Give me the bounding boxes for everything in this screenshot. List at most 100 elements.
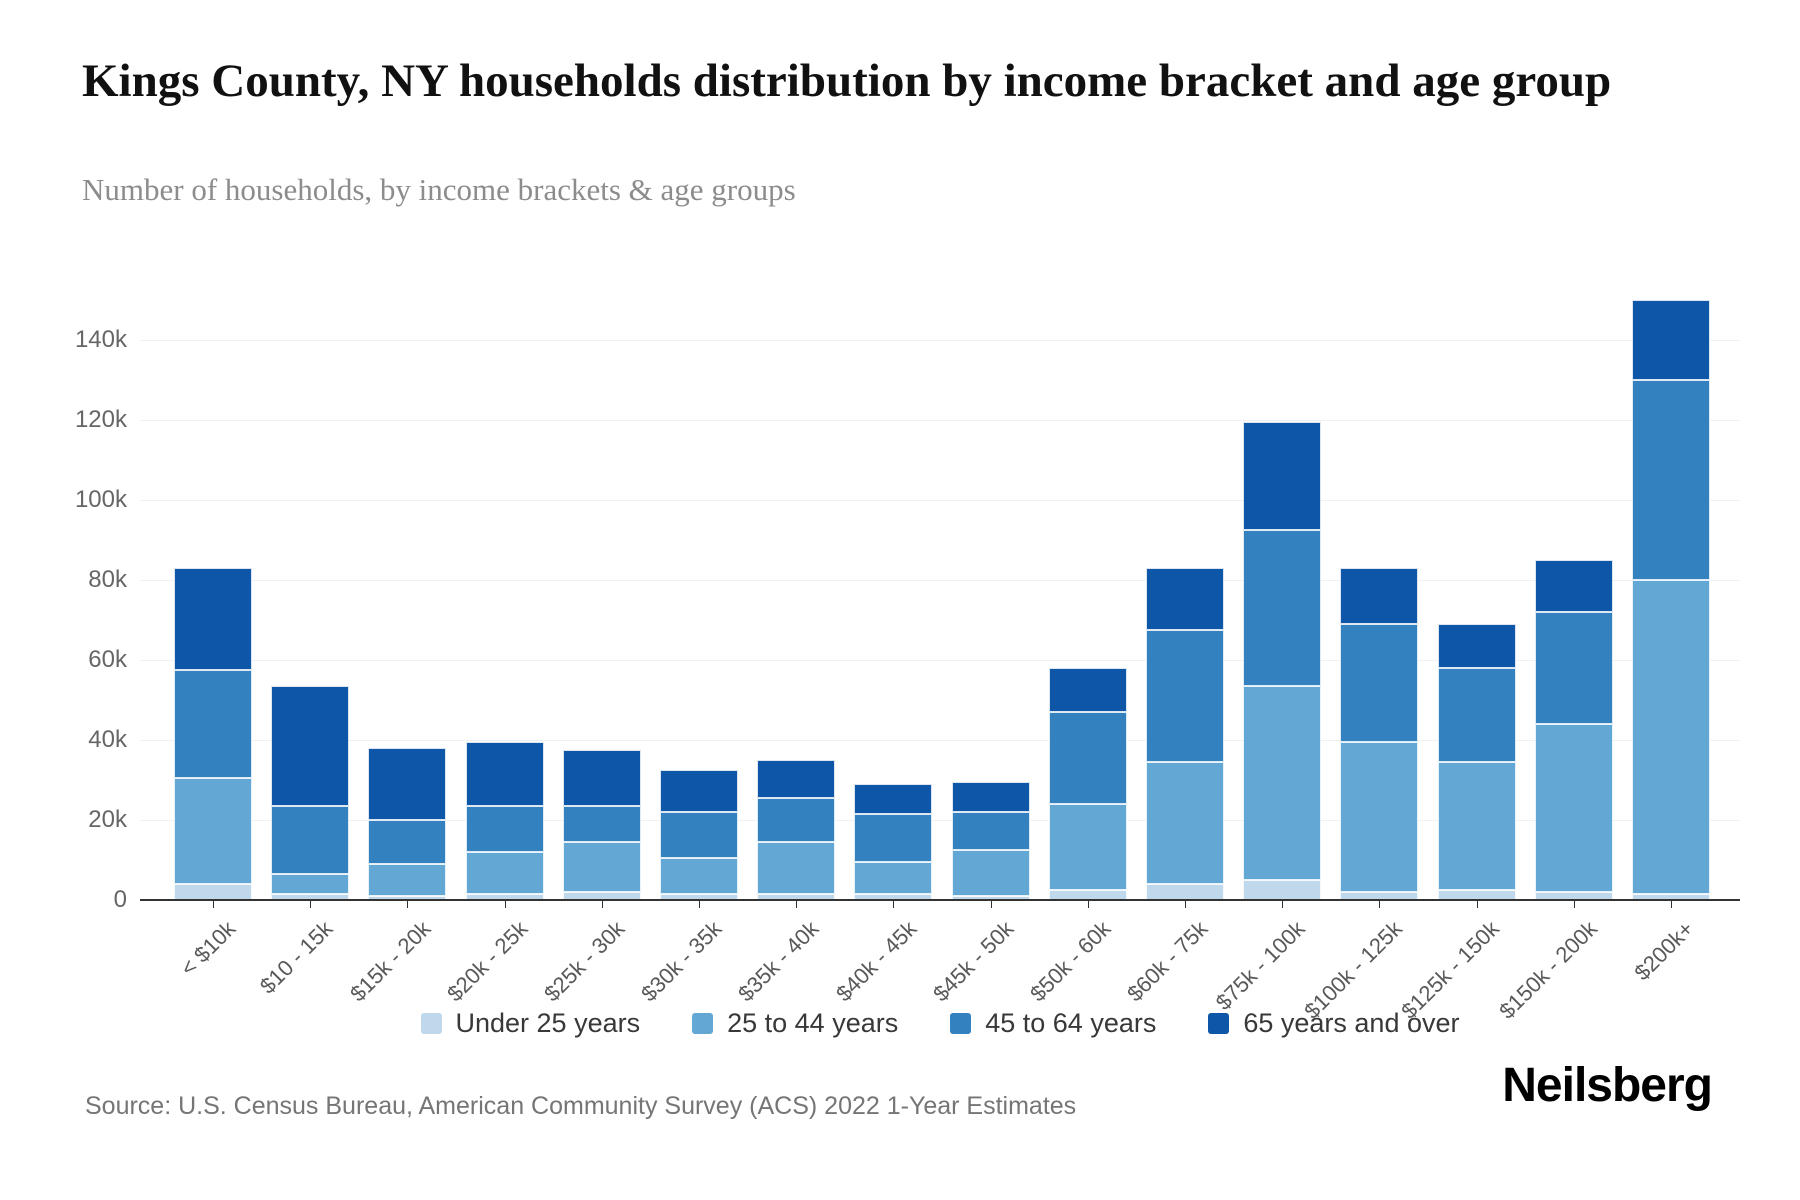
bar-segment-45-to-64-years[interactable] — [951, 812, 1030, 850]
bar-segment-25-to-44-years[interactable] — [757, 842, 836, 894]
bar-segment-45-to-64-years[interactable] — [660, 812, 738, 858]
bar-segment-25-to-44-years[interactable] — [660, 858, 738, 894]
bar-segment-25-to-44-years[interactable] — [1437, 762, 1516, 890]
bar-segment-25-to-44-years[interactable] — [1340, 742, 1419, 892]
bar-segment-45-to-64-years[interactable] — [1340, 624, 1419, 742]
bar-segment-25-to-44-years[interactable] — [1534, 724, 1613, 892]
legend-label: Under 25 years — [455, 1007, 641, 1038]
bar-segment-45-to-64-years[interactable] — [1437, 668, 1516, 762]
bar-segment-65-years-and-over[interactable] — [1437, 624, 1516, 668]
bar-segment-65-years-and-over[interactable] — [1632, 300, 1710, 380]
bar-segment-25-to-44-years[interactable] — [368, 864, 447, 896]
bar-segment-65-years-and-over[interactable] — [1534, 560, 1613, 612]
x-axis-category-label: $35k - 40k — [733, 916, 824, 1007]
bar-segment-45-to-64-years[interactable] — [757, 798, 836, 842]
bar-segment-25-to-44-years[interactable] — [1632, 580, 1710, 894]
bar-segment-25-to-44-years[interactable] — [854, 862, 933, 894]
gridline — [140, 739, 1740, 741]
bar-segment-under-25-years[interactable] — [1146, 884, 1224, 900]
y-axis-tick-label: 100k — [74, 486, 127, 513]
x-axis-tick — [1379, 901, 1381, 908]
bar-segment-45-to-64-years[interactable] — [562, 806, 641, 842]
bar-segment-45-to-64-years[interactable] — [1146, 630, 1224, 762]
gridline — [140, 339, 1740, 341]
x-axis-tick — [1282, 901, 1284, 908]
x-axis-category-label: < $10k — [175, 916, 241, 981]
legend-label: 65 years and over — [1243, 1007, 1460, 1038]
x-axis-tick — [1087, 901, 1089, 908]
bar-segment-65-years-and-over[interactable] — [854, 784, 933, 814]
bar-segment-45-to-64-years[interactable] — [854, 814, 933, 862]
x-axis-tick — [407, 901, 409, 908]
x-axis-category-label: $15k - 20k — [344, 916, 436, 1007]
bar-segment-65-years-and-over[interactable] — [1146, 568, 1224, 630]
bar-segment-65-years-and-over[interactable] — [562, 750, 641, 806]
x-axis-tick — [1573, 901, 1575, 908]
gridline — [140, 579, 1740, 581]
bar-segment-65-years-and-over[interactable] — [368, 748, 447, 820]
y-axis-tick-label: 20k — [88, 806, 127, 833]
x-axis-line — [140, 899, 1740, 901]
legend-item-45-to-64-years[interactable]: 45 to 64 years — [950, 1008, 1156, 1039]
bar-segment-65-years-and-over[interactable] — [271, 686, 350, 806]
legend-swatch-icon — [420, 1012, 442, 1034]
page-title: Kings County, NY households distribution… — [82, 55, 1612, 107]
bar-segment-25-to-44-years[interactable] — [1243, 686, 1322, 880]
x-axis-tick — [504, 901, 506, 908]
y-axis-tick-label: 80k — [88, 566, 127, 593]
bar-segment-45-to-64-years[interactable] — [1534, 612, 1613, 724]
legend-item-65-years-and-over[interactable]: 65 years and over — [1208, 1007, 1460, 1039]
bar-segment-45-to-64-years[interactable] — [271, 806, 350, 874]
x-axis-category-label: $200k+ — [1629, 916, 1699, 986]
y-axis-tick-label: 60k — [88, 646, 127, 673]
bar-segment-65-years-and-over[interactable] — [951, 782, 1030, 812]
bar-segment-65-years-and-over[interactable] — [174, 568, 252, 670]
bar-segment-65-years-and-over[interactable] — [660, 770, 738, 812]
bar-segment-65-years-and-over[interactable] — [1243, 422, 1322, 530]
bar-segment-25-to-44-years[interactable] — [562, 842, 641, 892]
bar-segment-45-to-64-years[interactable] — [1243, 530, 1322, 686]
legend-swatch-icon — [950, 1012, 972, 1034]
x-axis-tick — [1476, 901, 1478, 908]
legend-item-25-to-44-years[interactable]: 25 to 44 years — [692, 1008, 898, 1039]
bar-segment-under-25-years[interactable] — [1243, 880, 1322, 900]
bar-segment-45-to-64-years[interactable] — [1048, 712, 1127, 804]
bar-segment-25-to-44-years[interactable] — [1146, 762, 1224, 884]
page-subtitle: Number of households, by income brackets… — [82, 172, 796, 207]
x-axis-tick — [310, 901, 312, 908]
gridline — [140, 659, 1740, 661]
gridline — [140, 499, 1740, 501]
legend-item-under-25-years[interactable]: Under 25 years — [420, 1007, 641, 1039]
x-axis-category-label: $45k - 50k — [927, 916, 1019, 1007]
y-axis-tick-label: 40k — [88, 726, 127, 753]
legend-label: 25 to 44 years — [727, 1007, 899, 1038]
bar-segment-25-to-44-years[interactable] — [951, 850, 1030, 896]
bar-segment-45-to-64-years[interactable] — [1632, 380, 1710, 580]
x-axis-tick — [990, 901, 992, 908]
x-axis-tick — [601, 901, 603, 908]
legend-label: 45 to 64 years — [985, 1007, 1157, 1038]
x-axis-category-label: $10 - 15k — [255, 916, 338, 999]
x-axis-category-label: $25k - 30k — [539, 916, 630, 1007]
bar-segment-65-years-and-over[interactable] — [465, 742, 544, 806]
neilsberg-logo: Neilsberg — [1502, 1059, 1713, 1112]
x-axis-category-label: $50k - 60k — [1025, 916, 1116, 1007]
bar-segment-65-years-and-over[interactable] — [1048, 668, 1127, 712]
bar-segment-25-to-44-years[interactable] — [465, 852, 544, 894]
y-axis-tick-label: 120k — [74, 406, 127, 433]
x-axis-tick — [796, 901, 798, 908]
bar-segment-45-to-64-years[interactable] — [174, 670, 252, 778]
x-axis-category-label: $30k - 35k — [636, 916, 727, 1007]
x-axis-category-label: $60k - 75k — [1122, 916, 1213, 1007]
bar-segment-65-years-and-over[interactable] — [1340, 568, 1419, 624]
x-axis-tick — [213, 901, 214, 908]
bar-segment-45-to-64-years[interactable] — [465, 806, 544, 852]
bar-segment-25-to-44-years[interactable] — [174, 778, 252, 884]
source-note: Source: U.S. Census Bureau, American Com… — [85, 1092, 1077, 1120]
bar-segment-65-years-and-over[interactable] — [757, 760, 836, 798]
bar-segment-25-to-44-years[interactable] — [271, 874, 350, 894]
bar-segment-under-25-years[interactable] — [174, 884, 252, 900]
bar-segment-45-to-64-years[interactable] — [368, 820, 447, 864]
bar-segment-25-to-44-years[interactable] — [1048, 804, 1127, 890]
